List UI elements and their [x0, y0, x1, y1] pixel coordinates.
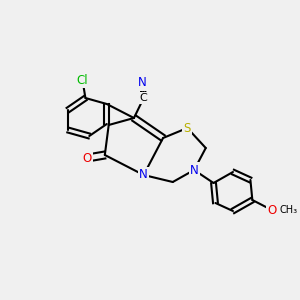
Text: CH₃: CH₃: [280, 205, 298, 215]
Text: S: S: [184, 122, 191, 134]
Text: N: N: [139, 169, 148, 182]
Text: N: N: [138, 76, 147, 89]
Text: C: C: [140, 93, 148, 103]
Text: N: N: [190, 164, 199, 176]
Text: O: O: [83, 152, 92, 164]
Text: O: O: [267, 203, 276, 217]
Text: Cl: Cl: [77, 74, 88, 86]
